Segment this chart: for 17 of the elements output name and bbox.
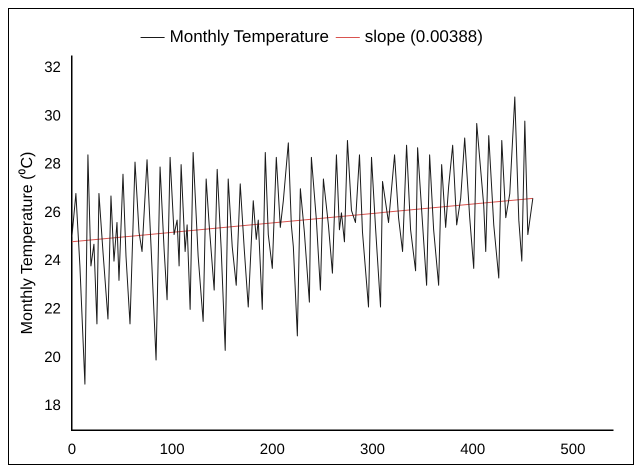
legend-label: slope (0.00388) bbox=[364, 27, 483, 46]
x-tick-label: 300 bbox=[360, 441, 386, 458]
x-tick-label: 500 bbox=[560, 441, 586, 458]
y-tick-label: 20 bbox=[44, 348, 61, 366]
x-tick-label: 400 bbox=[460, 441, 486, 458]
y-tick-label: 32 bbox=[44, 59, 61, 76]
x-tick-label: 100 bbox=[160, 441, 185, 458]
y-tick-label: 28 bbox=[44, 156, 61, 173]
legend-label: Monthly Temperature bbox=[170, 27, 329, 46]
x-tick-label: 200 bbox=[260, 441, 285, 458]
y-axis-title: Monthly Temperature (⁰C) bbox=[18, 152, 36, 334]
y-tick-label: 22 bbox=[44, 300, 61, 318]
y-tick-label: 24 bbox=[44, 252, 61, 270]
x-tick-label: 0 bbox=[68, 441, 76, 458]
y-tick-label: 26 bbox=[44, 204, 61, 221]
y-tick-label: 18 bbox=[44, 397, 61, 414]
y-tick-label: 30 bbox=[44, 107, 61, 124]
